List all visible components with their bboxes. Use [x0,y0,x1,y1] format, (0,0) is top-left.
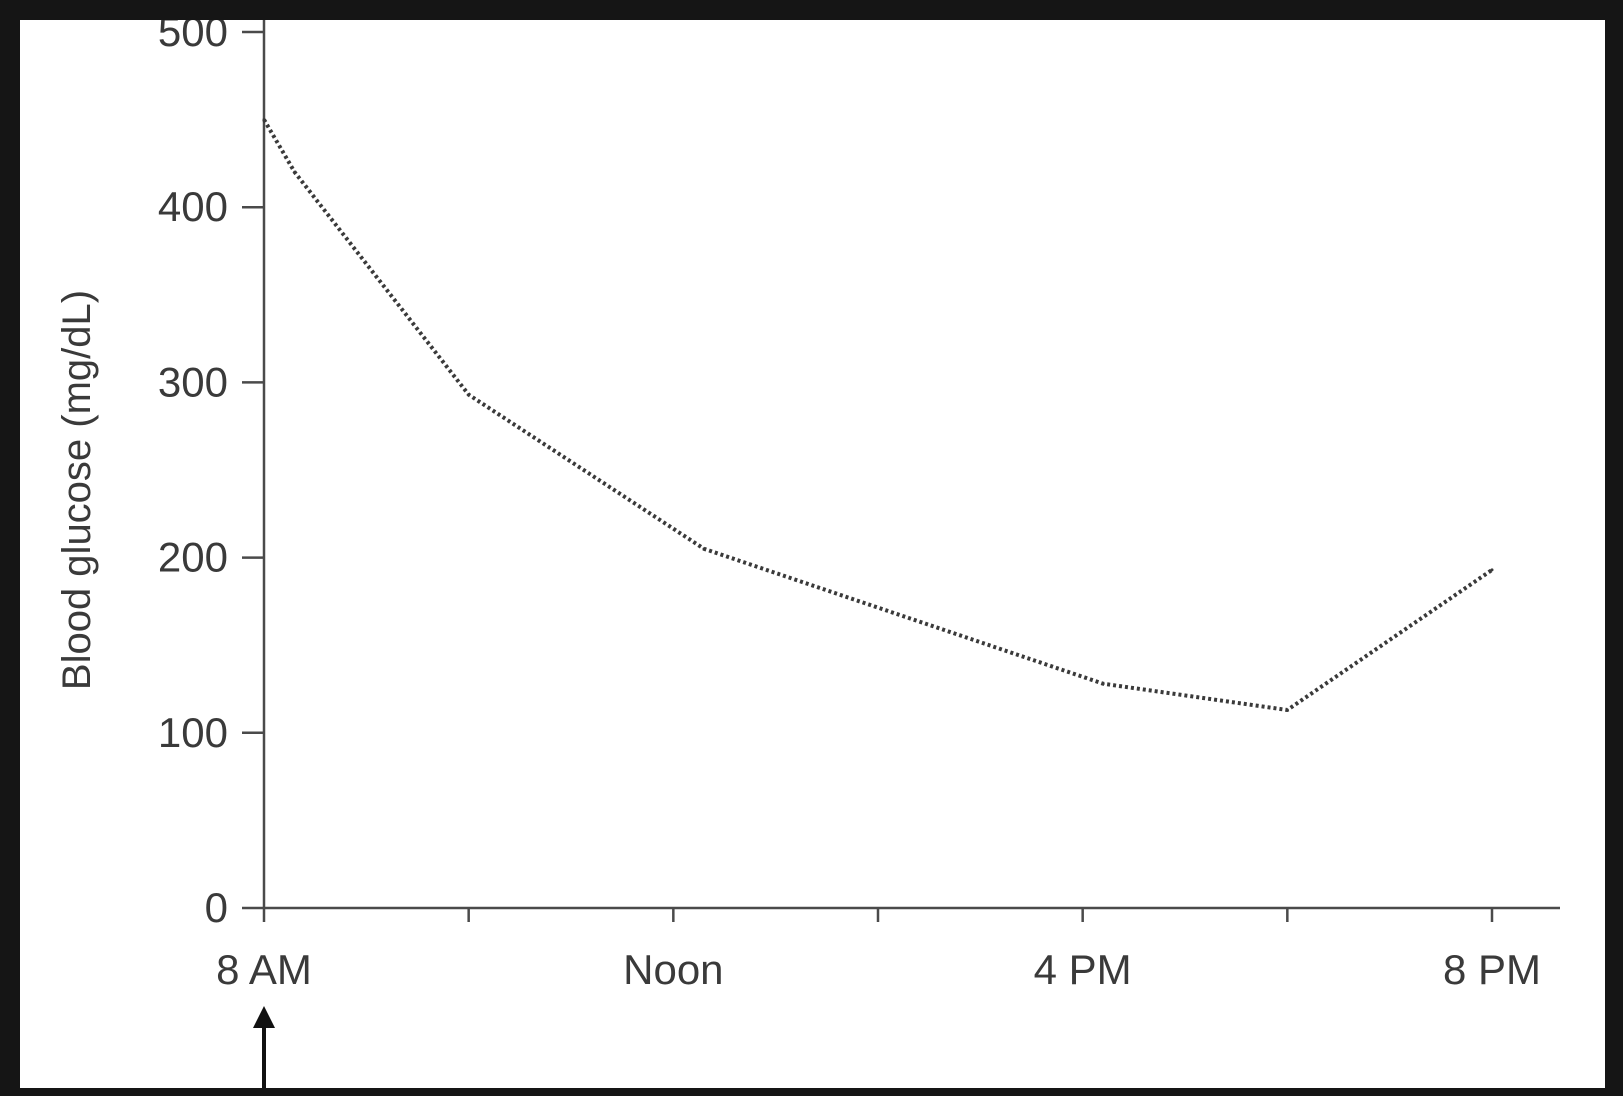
y-tick-label: 400 [158,183,228,230]
y-tick-label: 0 [205,884,228,931]
data-point [1285,708,1289,712]
y-tick-label: 100 [158,709,228,756]
data-point [293,170,297,174]
y-axis: 0 100 200 300 400 500 [158,20,266,931]
x-tick-label: 8 AM [216,946,312,993]
y-tick-label: 300 [158,358,228,405]
series-group [262,118,1494,712]
x-axis: 8 AM Noon 4 PM 8 PM [216,906,1560,993]
x-tick-label: 8 PM [1443,946,1541,993]
arrow-up-icon [253,1006,275,1028]
data-point [1490,568,1494,572]
data-point [1101,682,1105,686]
y-tick-label: 200 [158,534,228,581]
glucose-series-line [262,118,1494,712]
x-tick-label: 4 PM [1034,946,1132,993]
chart-frame: 0 100 200 300 400 500 8 AM Noon 4 PM 8 PM Blood … [20,20,1605,1088]
y-tick-label: 500 [158,20,228,55]
glucose-line-chart: 0 100 200 300 400 500 8 AM Noon 4 PM 8 PM Blood … [55,20,1560,1088]
data-point [262,118,266,122]
data-point [702,547,706,551]
annotations [253,1006,275,1088]
data-point [467,393,471,397]
y-axis-title: Blood glucose (mg/dL) [55,290,99,690]
x-tick-label: Noon [623,946,723,993]
